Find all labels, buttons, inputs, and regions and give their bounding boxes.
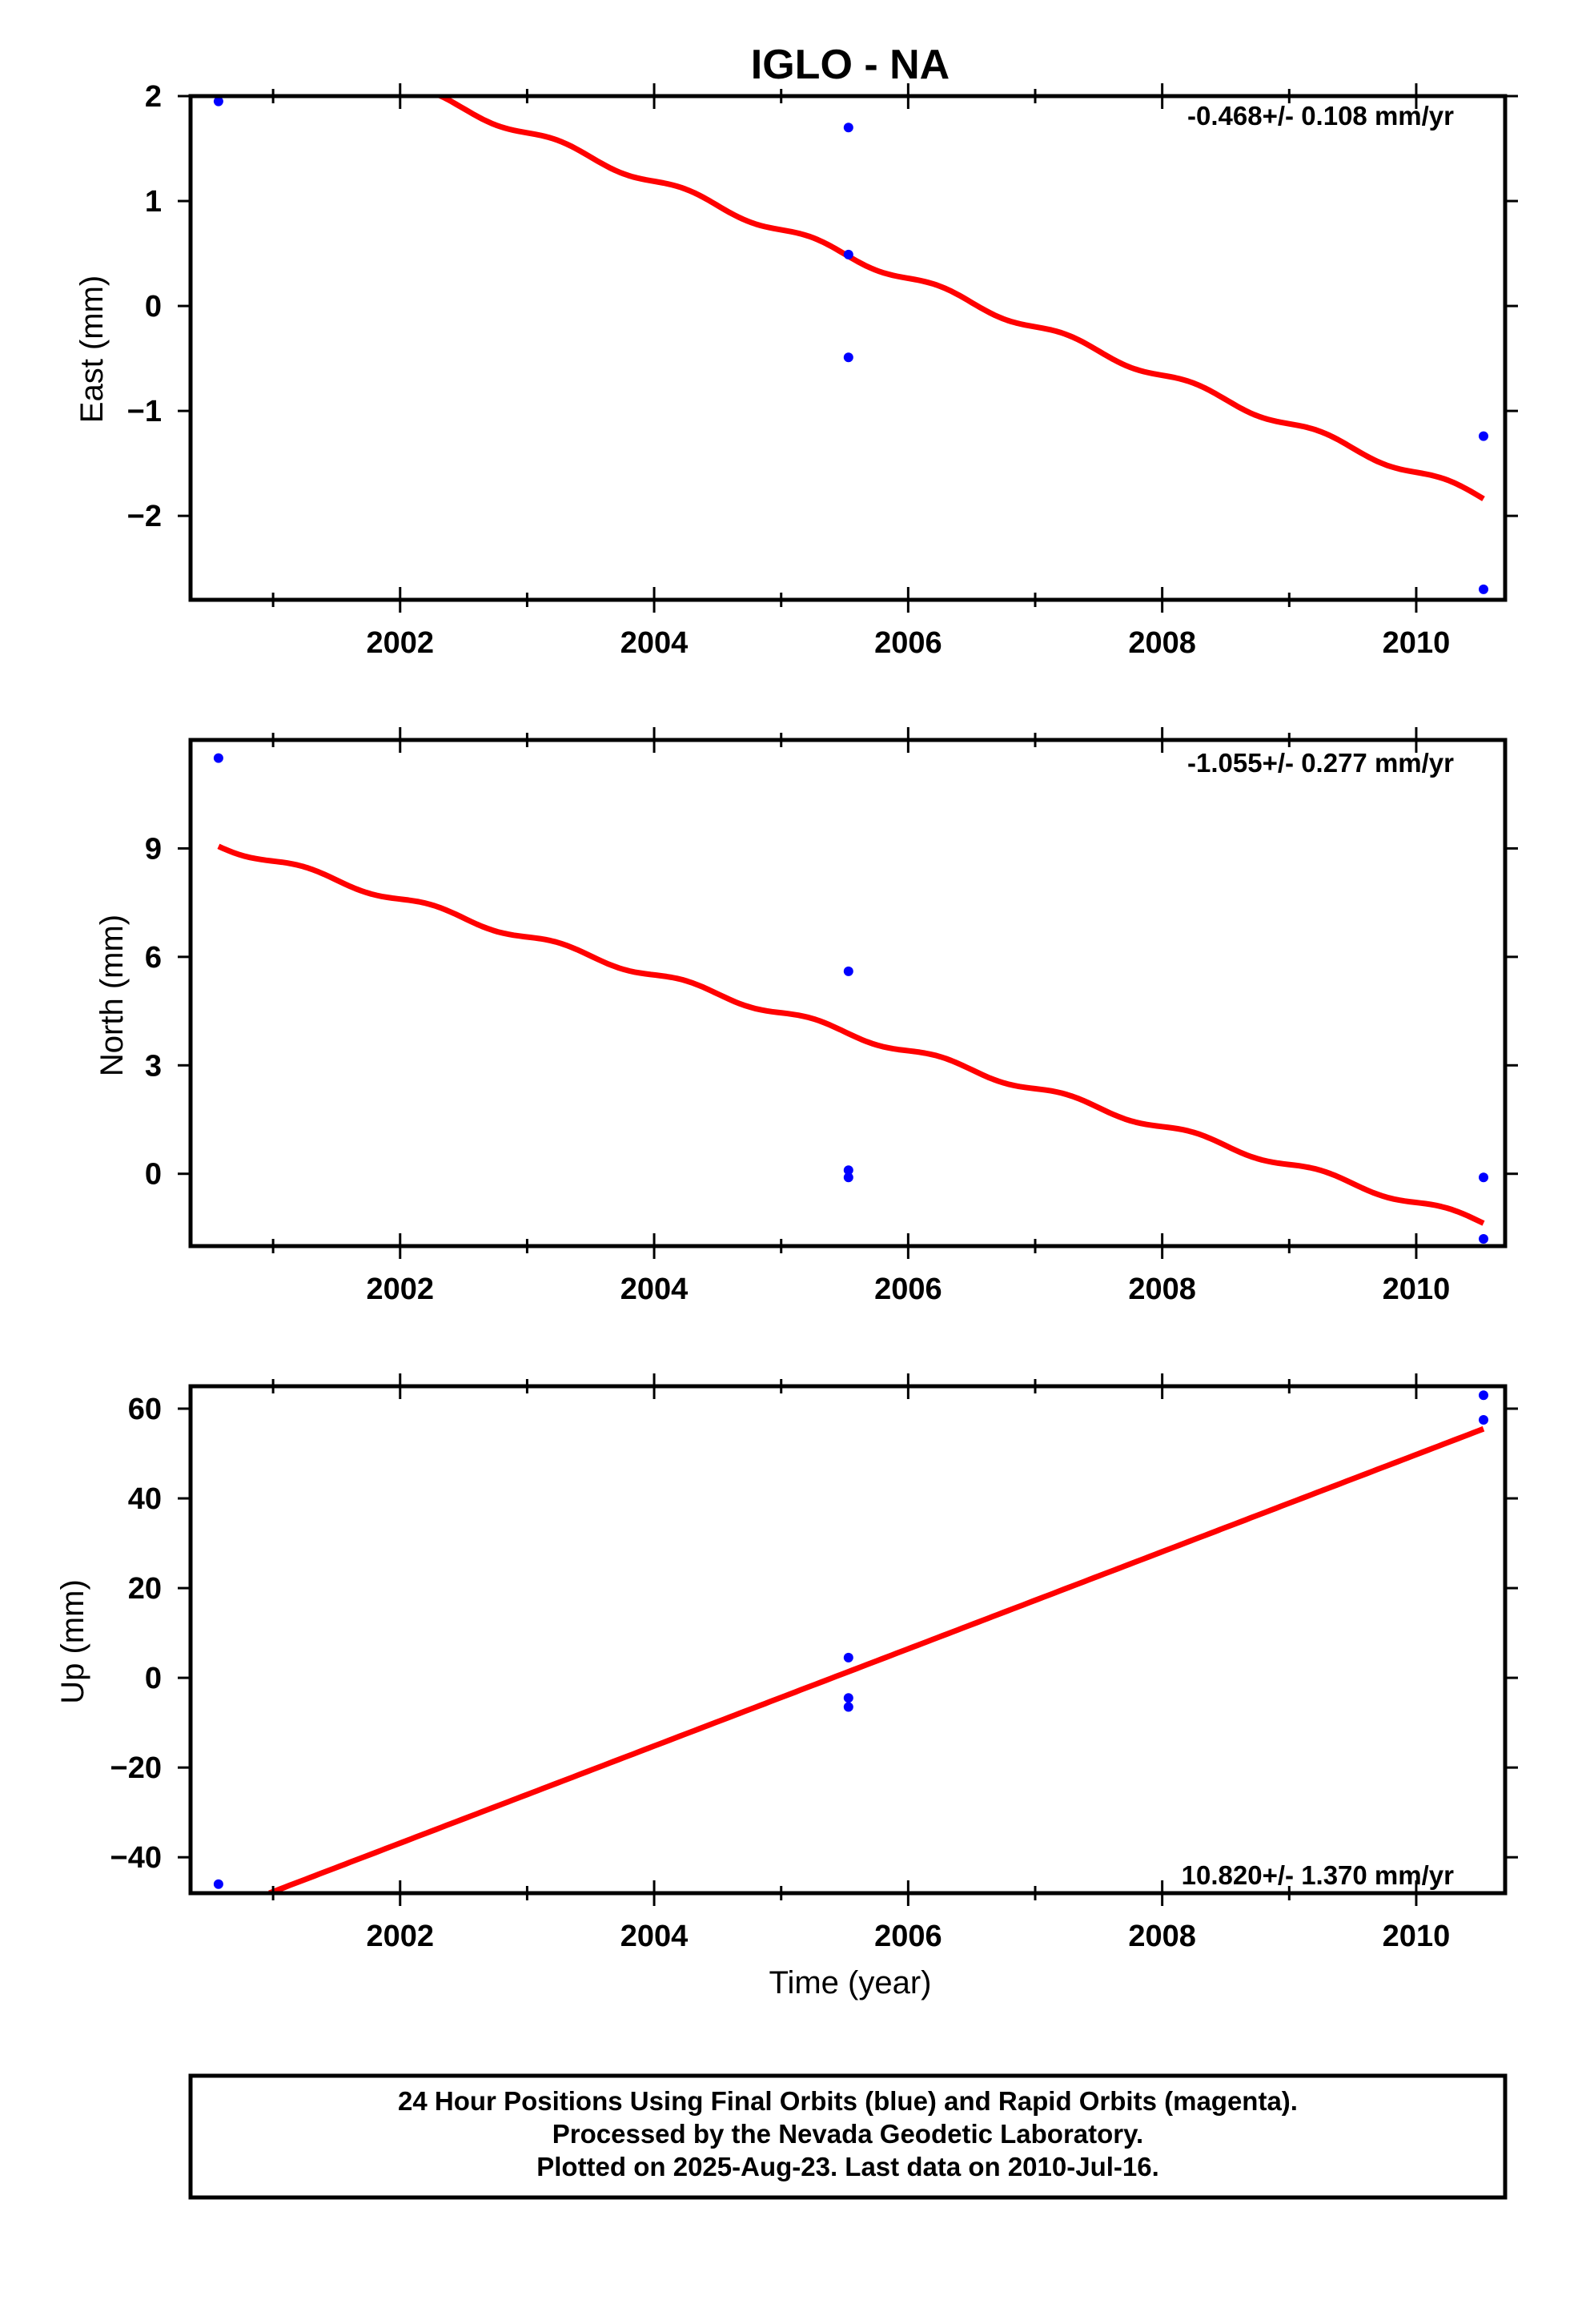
- north-data-point: [213, 753, 223, 763]
- east-data-point: [1479, 431, 1488, 441]
- east-x-tick-label: 2006: [874, 626, 942, 660]
- east-frame: [188, 94, 1508, 602]
- north-panel: 2002 2004 2006 2008 2010 9 6 3 0 North (mm) -1.0…: [94, 727, 1518, 1306]
- up-y-tick-label: 40: [128, 1482, 162, 1516]
- east-rate-label: -0.468+/- 0.108 mm/yr: [1187, 101, 1454, 131]
- up-frame: [188, 1384, 1508, 1896]
- east-x-tick-label: 2004: [620, 626, 689, 660]
- up-y-tick-label: −40: [110, 1841, 162, 1875]
- north-plot-area: 2002 2004 2006 2008 2010 9 6 3 0: [145, 727, 1518, 1306]
- up-axis-label: Up (mm): [55, 1579, 90, 1704]
- north-frame: [188, 738, 1508, 1248]
- north-data-point: [1479, 1234, 1488, 1244]
- east-axis-label: East (mm): [74, 275, 110, 423]
- east-y-tick-label: −1: [127, 395, 162, 428]
- footer-box: 24 Hour Positions Using Final Orbits (bl…: [188, 2073, 1508, 2200]
- up-data-point: [843, 1652, 853, 1663]
- east-x-tick-label: 2002: [366, 626, 434, 660]
- time-axis-label: Time (year): [769, 1965, 932, 2000]
- up-data-point: [843, 1693, 853, 1703]
- east-x-tick-label: 2008: [1128, 626, 1196, 660]
- east-data-point: [213, 96, 223, 107]
- north-data-point: [843, 1165, 853, 1176]
- east-y-tick-label: 1: [145, 185, 162, 219]
- footer-frame: [188, 2073, 1508, 2200]
- up-y-tick-label: 20: [128, 1572, 162, 1606]
- east-y-tick-label: 2: [145, 80, 162, 114]
- east-data-point: [843, 249, 853, 259]
- north-x-tick-label: 2008: [1128, 1273, 1196, 1306]
- north-y-tick-label: 6: [145, 941, 162, 975]
- east-y-tick-label: −2: [127, 500, 162, 533]
- east-x-tick-label: 2010: [1383, 626, 1451, 660]
- up-y-tick-label: −20: [110, 1751, 162, 1785]
- north-y-tick-label: 0: [145, 1158, 162, 1192]
- north-axis-label: North (mm): [94, 915, 130, 1076]
- footer-line-1: 24 Hour Positions Using Final Orbits (bl…: [398, 2086, 1298, 2116]
- north-rate-label: -1.055+/- 0.277 mm/yr: [1187, 748, 1454, 778]
- up-x-tick-label: 2002: [366, 1920, 434, 1953]
- up-rate-label: 10.820+/- 1.370 mm/yr: [1182, 1860, 1454, 1890]
- up-x-tick-label: 2010: [1383, 1920, 1451, 1953]
- up-trend-line: [268, 1425, 1485, 1893]
- north-data-point: [1479, 1172, 1488, 1183]
- up-x-tick-label: 2006: [874, 1920, 942, 1953]
- north-data-point: [843, 966, 853, 976]
- east-data-point: [1479, 584, 1488, 594]
- east-data-point: [843, 352, 853, 363]
- up-panel: 2002 2004 2006 2008 2010 60 40 20 0 −20 −40 Up (mm…: [55, 1373, 1518, 2000]
- up-y-tick-label: 0: [145, 1662, 162, 1695]
- north-x-tick-label: 2010: [1383, 1273, 1451, 1306]
- north-x-tick-label: 2002: [366, 1273, 434, 1306]
- north-data-point: [843, 1172, 853, 1183]
- up-data-point: [213, 1879, 223, 1889]
- north-x-tick-label: 2006: [874, 1273, 942, 1306]
- north-trend-line: [217, 843, 1485, 1226]
- north-y-tick-label: 9: [145, 832, 162, 866]
- footer-line-2: Processed by the Nevada Geodetic Laborat…: [552, 2119, 1143, 2149]
- north-x-tick-label: 2004: [620, 1273, 689, 1306]
- north-y-tick-label: 3: [145, 1049, 162, 1083]
- footer-line-3: Plotted on 2025-Aug-23. Last data on 201…: [536, 2152, 1159, 2181]
- east-data-point: [843, 123, 853, 133]
- up-x-tick-label: 2004: [620, 1920, 689, 1953]
- figure-title: IGLO - NA: [751, 42, 950, 88]
- up-y-tick-label: 60: [128, 1393, 162, 1426]
- east-y-tick-label: 0: [145, 290, 162, 324]
- up-x-tick-label: 2008: [1128, 1920, 1196, 1953]
- east-plot-area: 2002 2004 2006 2008 2010 2 1 0 −1 −2: [127, 80, 1518, 660]
- up-data-point: [843, 1702, 853, 1712]
- up-data-point: [1479, 1415, 1488, 1425]
- east-panel: 2002 2004 2006 2008 2010 2 1 0 −1 −2 East (mm) -0…: [74, 80, 1518, 660]
- up-data-point: [1479, 1390, 1488, 1401]
- east-trend-line: [434, 96, 1485, 501]
- up-plot-area: 2002 2004 2006 2008 2010 60 40 20 0 −20 −40: [110, 1373, 1518, 1953]
